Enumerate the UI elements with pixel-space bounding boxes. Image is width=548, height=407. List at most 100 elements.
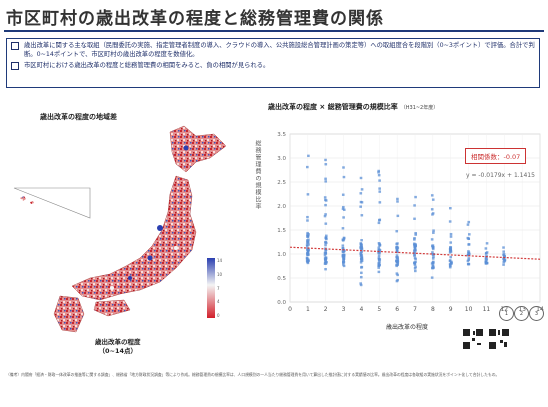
data-point bbox=[378, 244, 381, 247]
data-point bbox=[360, 257, 364, 260]
data-point bbox=[377, 169, 381, 173]
data-point bbox=[324, 177, 327, 180]
scatter-plot: 0.00.51.01.52.02.53.03.50 1 2 3 4 5 6 7 8 9 10 11 12… bbox=[277, 132, 544, 313]
data-point bbox=[323, 196, 327, 199]
data-point bbox=[485, 258, 489, 261]
data-point bbox=[432, 231, 435, 234]
data-point bbox=[323, 257, 327, 260]
data-point bbox=[324, 158, 327, 162]
data-point bbox=[431, 244, 434, 248]
data-point bbox=[449, 250, 453, 253]
footer-notes: （備考）内閣府「経済・財政一体改革の推進等に関する調査」、総務省「地方財政状況調… bbox=[6, 372, 500, 377]
data-point bbox=[467, 237, 470, 240]
data-point bbox=[306, 233, 309, 236]
data-point bbox=[430, 194, 434, 197]
data-point bbox=[431, 261, 435, 264]
data-point bbox=[307, 154, 310, 158]
data-point bbox=[324, 163, 328, 166]
data-point bbox=[467, 257, 471, 260]
data-point bbox=[414, 257, 417, 261]
data-point bbox=[431, 246, 435, 249]
data-point bbox=[360, 259, 363, 262]
note-text: 市区町村における歳出改革の程度と総務管理費の相関をみると、負の相関が見られる。 bbox=[24, 62, 270, 69]
data-point bbox=[449, 235, 453, 238]
data-point bbox=[396, 262, 399, 265]
regression-equation: y = -0.0179x + 1.1415 bbox=[466, 172, 535, 179]
scatter-title-text: 歳出改革の程度 × 総務管理費の規模比率 bbox=[268, 103, 398, 111]
data-point bbox=[341, 193, 345, 196]
data-point bbox=[432, 255, 435, 258]
data-point bbox=[359, 282, 363, 285]
x-tick-label: 8 bbox=[431, 306, 435, 313]
data-point bbox=[306, 219, 309, 222]
data-point bbox=[395, 263, 398, 267]
data-point bbox=[305, 257, 309, 260]
data-point bbox=[414, 269, 417, 273]
data-point bbox=[359, 283, 363, 287]
legend-label: 0 bbox=[217, 313, 220, 318]
data-point bbox=[324, 243, 327, 247]
data-point bbox=[466, 259, 470, 263]
data-point bbox=[395, 246, 398, 249]
data-point bbox=[378, 187, 381, 190]
data-point bbox=[378, 219, 381, 222]
data-point bbox=[324, 241, 328, 245]
data-point bbox=[324, 199, 328, 202]
x-tick-label: 4 bbox=[360, 306, 364, 313]
data-point bbox=[341, 207, 345, 211]
data-point bbox=[323, 262, 327, 265]
data-point bbox=[359, 275, 363, 279]
data-point bbox=[360, 239, 363, 242]
data-point bbox=[341, 247, 345, 250]
data-point bbox=[413, 254, 416, 257]
data-point bbox=[323, 253, 327, 257]
data-point bbox=[485, 251, 489, 254]
data-point bbox=[485, 242, 489, 245]
data-point bbox=[324, 180, 328, 183]
data-point bbox=[449, 207, 452, 210]
data-point bbox=[502, 250, 505, 253]
data-point bbox=[430, 208, 434, 211]
data-point bbox=[432, 229, 435, 232]
data-point bbox=[377, 266, 381, 269]
data-point bbox=[467, 250, 470, 253]
data-point bbox=[502, 256, 506, 260]
x-tick-label: 2 bbox=[324, 306, 328, 313]
note-item: 歳出改革に関する主な取組（民間委託の実施、指定管理者制度の導入、クラウドの導入、… bbox=[7, 39, 539, 59]
data-point bbox=[342, 254, 346, 257]
data-point bbox=[431, 213, 434, 216]
data-point bbox=[341, 227, 345, 230]
kyushu bbox=[53, 295, 85, 333]
data-point bbox=[306, 165, 309, 169]
y-tick-label: 3.0 bbox=[277, 156, 286, 162]
data-point bbox=[378, 179, 381, 182]
map-caption-line: （0~14点） bbox=[98, 347, 137, 355]
data-point bbox=[467, 220, 471, 224]
data-point bbox=[377, 221, 381, 225]
map-title: 歳出改革の程度の地域差 bbox=[40, 113, 117, 121]
y-tick-label: 0.5 bbox=[277, 276, 286, 282]
data-point bbox=[449, 255, 453, 259]
data-point bbox=[395, 254, 399, 257]
hokkaido bbox=[169, 125, 227, 173]
reference-circle: 1 bbox=[499, 306, 514, 321]
y-axis-label: 総務管理費の規模比率 bbox=[254, 140, 261, 210]
legend-label: 14 bbox=[217, 258, 223, 263]
data-point bbox=[359, 176, 363, 180]
data-point bbox=[342, 255, 346, 259]
data-point bbox=[395, 260, 399, 264]
data-point bbox=[342, 263, 345, 266]
data-point bbox=[414, 265, 417, 269]
data-point bbox=[448, 266, 452, 269]
data-point bbox=[306, 253, 310, 256]
reference-circle: 3 bbox=[529, 306, 544, 321]
data-point bbox=[466, 262, 470, 266]
data-point bbox=[396, 278, 399, 282]
data-point bbox=[342, 175, 346, 179]
data-point bbox=[413, 248, 417, 251]
data-point bbox=[503, 255, 506, 258]
data-point bbox=[484, 247, 488, 250]
data-point bbox=[323, 214, 327, 218]
note-text: 歳出改革に関する主な取組（民間委託の実施、指定管理者制度の導入、クラウドの導入、… bbox=[24, 42, 535, 58]
data-point bbox=[502, 253, 506, 256]
